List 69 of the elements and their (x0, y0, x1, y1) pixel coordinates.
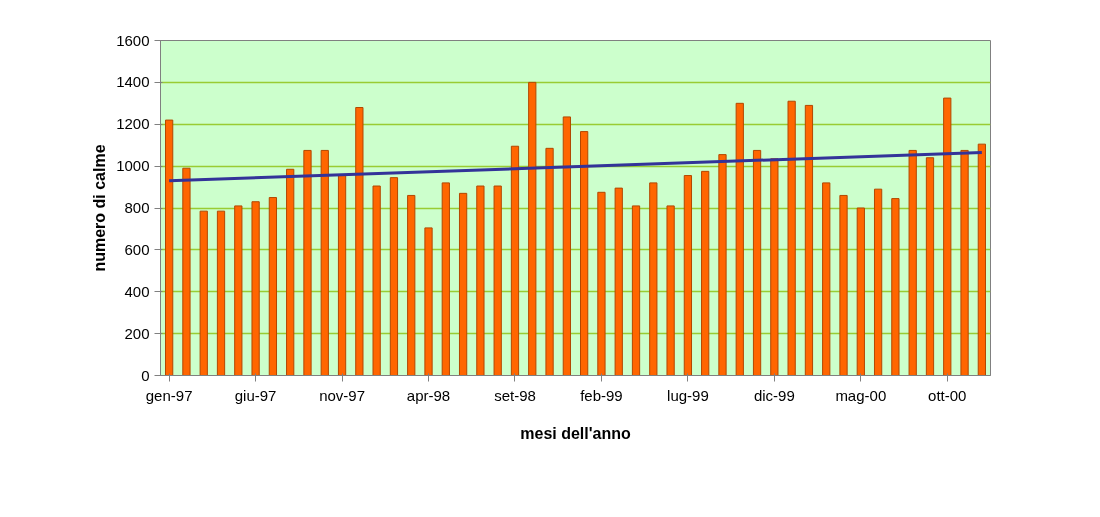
bar (752, 149, 762, 376)
bar (545, 147, 554, 376)
bar (458, 192, 468, 376)
bar (441, 182, 450, 376)
bar (407, 194, 416, 376)
y-tick-label: 600 (124, 240, 150, 258)
x-tick-label: giu-97 (234, 386, 277, 404)
bar (476, 185, 485, 376)
y-axis-title: numero di calme (91, 144, 109, 272)
bar (424, 227, 433, 376)
y-tick-label: 0 (141, 366, 150, 384)
x-tick-label: dic-99 (753, 386, 795, 404)
bar (908, 149, 917, 376)
bar (701, 170, 710, 376)
bar (943, 97, 952, 376)
bar (165, 119, 174, 376)
bar (718, 154, 727, 376)
x-tick-label: set-98 (494, 386, 536, 404)
y-tick-label: 400 (124, 282, 150, 300)
bar (389, 177, 399, 376)
bar (562, 116, 571, 376)
bar (891, 198, 900, 376)
y-tick-label: 1000 (116, 157, 150, 175)
bar (199, 210, 208, 376)
x-tick-label: gen-97 (145, 386, 193, 404)
bar (787, 100, 796, 376)
y-tick-label: 1600 (116, 31, 150, 49)
y-tick-label: 1400 (116, 73, 150, 91)
y-tick-label: 1200 (116, 115, 150, 133)
bar (320, 149, 329, 376)
bar (856, 207, 865, 376)
x-tick-label: apr-98 (406, 386, 451, 404)
bar (977, 143, 986, 376)
y-tick-label: 200 (124, 324, 150, 342)
bar (216, 210, 226, 376)
x-tick-label: mag-00 (835, 386, 887, 404)
bar (528, 81, 537, 376)
bar (580, 131, 589, 376)
bar (182, 167, 191, 376)
bar (303, 149, 312, 376)
bar (822, 182, 831, 376)
bar (804, 104, 814, 376)
bar (510, 145, 520, 376)
bar (597, 191, 606, 376)
bar (925, 157, 935, 376)
bar (960, 149, 969, 376)
bar (649, 182, 658, 376)
bar (683, 175, 693, 376)
y-tick-label: 800 (124, 199, 150, 216)
bar (839, 194, 848, 376)
x-tick-label: ott-00 (928, 386, 967, 404)
bar (770, 158, 779, 376)
x-tick-label: feb-99 (580, 386, 623, 404)
x-tick-label: lug-99 (667, 386, 709, 404)
bar (735, 102, 744, 376)
bar (355, 107, 364, 376)
bar (234, 205, 243, 376)
bar (873, 188, 883, 376)
bar (614, 187, 623, 376)
bar (337, 174, 347, 376)
bar (666, 205, 675, 376)
x-tick-label: nov-97 (319, 386, 366, 404)
bar (372, 185, 381, 376)
bar (268, 197, 278, 376)
bar (631, 205, 641, 376)
bar (251, 201, 260, 376)
bar (493, 185, 502, 376)
x-axis-title: mesi dell'anno (520, 424, 631, 442)
bar (286, 168, 295, 376)
